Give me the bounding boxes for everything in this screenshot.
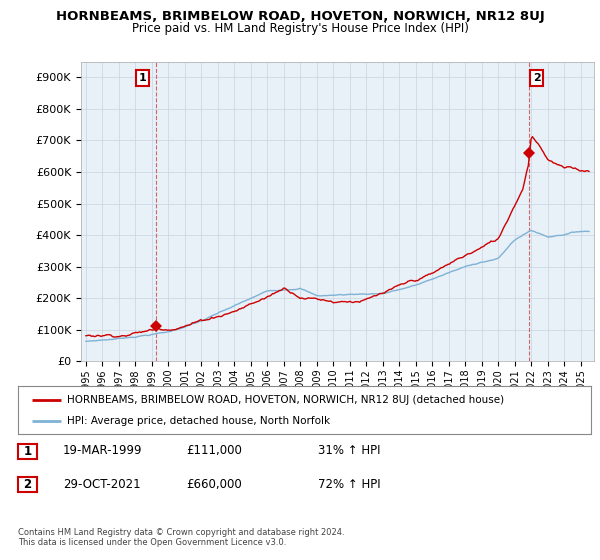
Text: HORNBEAMS, BRIMBELOW ROAD, HOVETON, NORWICH, NR12 8UJ (detached house): HORNBEAMS, BRIMBELOW ROAD, HOVETON, NORW…	[67, 395, 504, 405]
Text: 19-MAR-1999: 19-MAR-1999	[63, 444, 143, 458]
Text: HPI: Average price, detached house, North Norfolk: HPI: Average price, detached house, Nort…	[67, 416, 330, 426]
Text: 1: 1	[139, 73, 146, 83]
Text: HORNBEAMS, BRIMBELOW ROAD, HOVETON, NORWICH, NR12 8UJ: HORNBEAMS, BRIMBELOW ROAD, HOVETON, NORW…	[56, 10, 544, 23]
Text: £660,000: £660,000	[186, 478, 242, 491]
Text: £111,000: £111,000	[186, 444, 242, 458]
Text: 29-OCT-2021: 29-OCT-2021	[63, 478, 140, 491]
Text: 1: 1	[23, 445, 32, 458]
Text: 72% ↑ HPI: 72% ↑ HPI	[318, 478, 380, 491]
Text: 31% ↑ HPI: 31% ↑ HPI	[318, 444, 380, 458]
Text: 2: 2	[23, 478, 32, 491]
Text: 2: 2	[533, 73, 541, 83]
Text: Contains HM Land Registry data © Crown copyright and database right 2024.
This d: Contains HM Land Registry data © Crown c…	[18, 528, 344, 547]
Text: Price paid vs. HM Land Registry's House Price Index (HPI): Price paid vs. HM Land Registry's House …	[131, 22, 469, 35]
